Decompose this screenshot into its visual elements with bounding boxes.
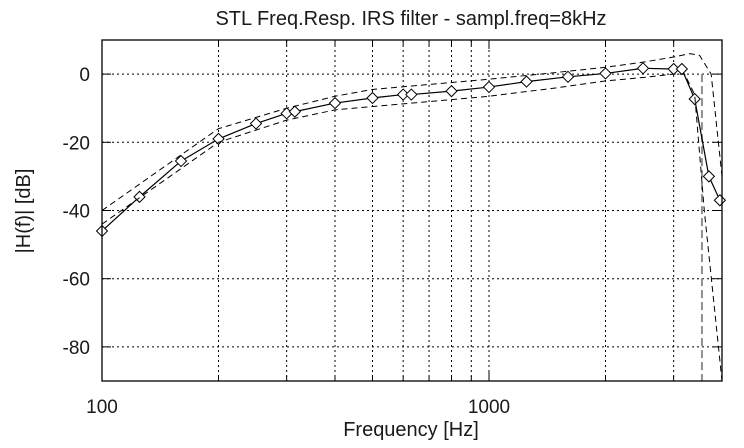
data-point-diamond [445, 84, 458, 98]
series-line-1 [101, 53, 723, 211]
y-tick-label: -20 [63, 133, 90, 154]
x-tick-label: 100 [86, 397, 118, 418]
tick-labels: 0 -20 -40 -60 -80 100 1000 [63, 65, 511, 418]
data-point-diamond [288, 105, 302, 118]
data-point-diamond [520, 75, 533, 88]
series-line-2 [101, 73, 723, 382]
data-point-diamond [174, 154, 188, 168]
data-point-diamond [713, 194, 727, 207]
data-point-diamond [396, 88, 410, 101]
y-tick-label: -60 [63, 270, 90, 291]
x-axis-label: Frequency [Hz] [343, 419, 479, 441]
data-point-diamond [599, 67, 612, 80]
data-point-diamond [561, 70, 575, 84]
data-point-diamond [636, 62, 650, 75]
data-point-diamond [702, 170, 716, 183]
grid [102, 40, 722, 381]
series-group [95, 53, 727, 382]
y-tick-label: 0 [79, 65, 90, 86]
x-tick-label: 1000 [468, 397, 510, 418]
y-axis-label: |H(f)| [dB] [13, 169, 35, 254]
data-point-diamond [249, 117, 263, 130]
y-tick-label: -80 [63, 338, 90, 359]
data-point-diamond [675, 62, 689, 76]
data-point-diamond [328, 96, 342, 110]
data-point-diamond [366, 91, 379, 105]
y-tick-label: -40 [63, 202, 90, 223]
data-point-diamond [482, 80, 496, 94]
ticks [101, 40, 723, 381]
data-point-diamond [405, 88, 418, 101]
chart-title: STL Freq.Resp. IRS filter - sampl.freq=8… [215, 8, 606, 30]
